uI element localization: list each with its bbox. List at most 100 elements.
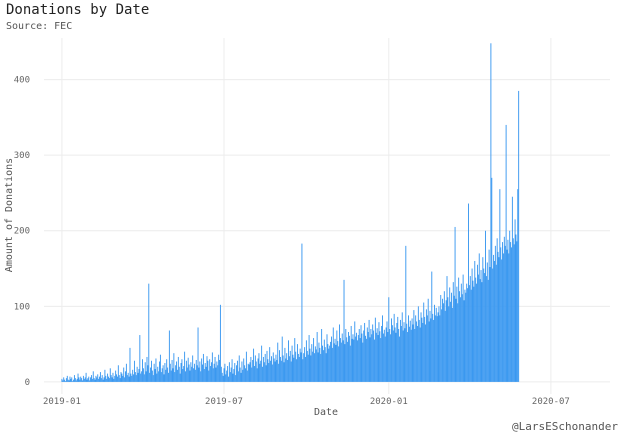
bar bbox=[492, 268, 494, 382]
bar bbox=[332, 327, 334, 382]
bar bbox=[202, 353, 204, 382]
bar bbox=[192, 355, 194, 382]
bar bbox=[221, 372, 223, 382]
bar bbox=[456, 286, 458, 382]
bar bbox=[360, 325, 362, 382]
bar bbox=[176, 369, 178, 382]
bar bbox=[508, 253, 510, 382]
bar bbox=[129, 347, 131, 382]
bar bbox=[462, 274, 464, 382]
bar bbox=[76, 378, 78, 382]
bar bbox=[282, 355, 284, 382]
bar bbox=[458, 277, 460, 382]
bar bbox=[340, 342, 342, 382]
bar bbox=[430, 318, 432, 382]
bar bbox=[106, 378, 108, 382]
bar bbox=[252, 359, 254, 382]
bar bbox=[296, 344, 298, 382]
bar bbox=[193, 368, 195, 382]
bar bbox=[297, 353, 299, 382]
bar bbox=[308, 335, 310, 382]
bar bbox=[418, 319, 420, 382]
bar bbox=[512, 238, 514, 382]
bar bbox=[306, 350, 308, 382]
y-tick-label: 0 bbox=[25, 378, 30, 388]
bar bbox=[64, 379, 66, 382]
bar bbox=[408, 326, 410, 382]
bar bbox=[130, 373, 132, 382]
bar bbox=[342, 340, 344, 382]
bar bbox=[155, 358, 157, 382]
bar bbox=[345, 328, 347, 382]
bar bbox=[222, 375, 224, 382]
bar bbox=[472, 280, 474, 382]
bar bbox=[298, 356, 300, 382]
bar bbox=[266, 350, 268, 382]
bar bbox=[179, 373, 181, 382]
bar bbox=[81, 378, 83, 382]
bar bbox=[403, 322, 405, 382]
bar bbox=[281, 336, 283, 382]
bar bbox=[319, 347, 321, 382]
bar bbox=[448, 306, 450, 382]
bar bbox=[134, 372, 136, 382]
bar bbox=[231, 359, 233, 382]
bar bbox=[220, 366, 222, 382]
bar bbox=[388, 297, 390, 382]
bar bbox=[288, 340, 289, 382]
bar bbox=[150, 360, 152, 382]
bar bbox=[311, 344, 313, 382]
bar bbox=[116, 374, 118, 382]
bar bbox=[279, 356, 281, 382]
bar bbox=[518, 90, 520, 382]
bar bbox=[301, 243, 303, 382]
bar bbox=[429, 310, 431, 382]
bar bbox=[126, 375, 128, 382]
bar bbox=[358, 328, 360, 382]
bar bbox=[440, 294, 442, 382]
bar bbox=[138, 369, 140, 382]
bar bbox=[188, 364, 190, 382]
bar bbox=[485, 276, 487, 382]
bar bbox=[354, 321, 356, 382]
y-tick-label: 400 bbox=[14, 76, 30, 86]
bar bbox=[262, 356, 264, 382]
bar bbox=[180, 363, 182, 382]
bar bbox=[466, 283, 468, 382]
bar bbox=[425, 309, 427, 382]
bar bbox=[502, 242, 504, 382]
bar bbox=[454, 226, 456, 382]
bar bbox=[261, 345, 263, 382]
bar bbox=[443, 291, 445, 382]
bar bbox=[115, 370, 117, 382]
bar bbox=[211, 362, 212, 382]
bar bbox=[131, 375, 133, 382]
bar bbox=[372, 324, 374, 382]
bar bbox=[250, 356, 252, 382]
bar bbox=[197, 327, 199, 382]
bar bbox=[105, 375, 107, 382]
bar bbox=[133, 360, 135, 382]
bar bbox=[377, 335, 379, 382]
bar bbox=[491, 177, 493, 382]
bar bbox=[78, 377, 80, 382]
bar bbox=[141, 371, 143, 382]
bar bbox=[435, 307, 437, 382]
bar bbox=[276, 359, 278, 382]
bar bbox=[72, 381, 74, 382]
bar bbox=[355, 336, 357, 382]
bar bbox=[273, 358, 275, 382]
bar bbox=[170, 370, 172, 382]
bar bbox=[517, 189, 519, 382]
bar bbox=[438, 306, 440, 382]
bar bbox=[61, 378, 63, 382]
bar bbox=[205, 366, 207, 382]
bar bbox=[271, 356, 272, 382]
bar bbox=[112, 372, 114, 382]
bar bbox=[434, 315, 436, 382]
bar bbox=[391, 325, 393, 382]
bar bbox=[158, 371, 160, 382]
bar bbox=[432, 313, 434, 382]
bar bbox=[168, 330, 170, 382]
bar bbox=[218, 354, 220, 382]
